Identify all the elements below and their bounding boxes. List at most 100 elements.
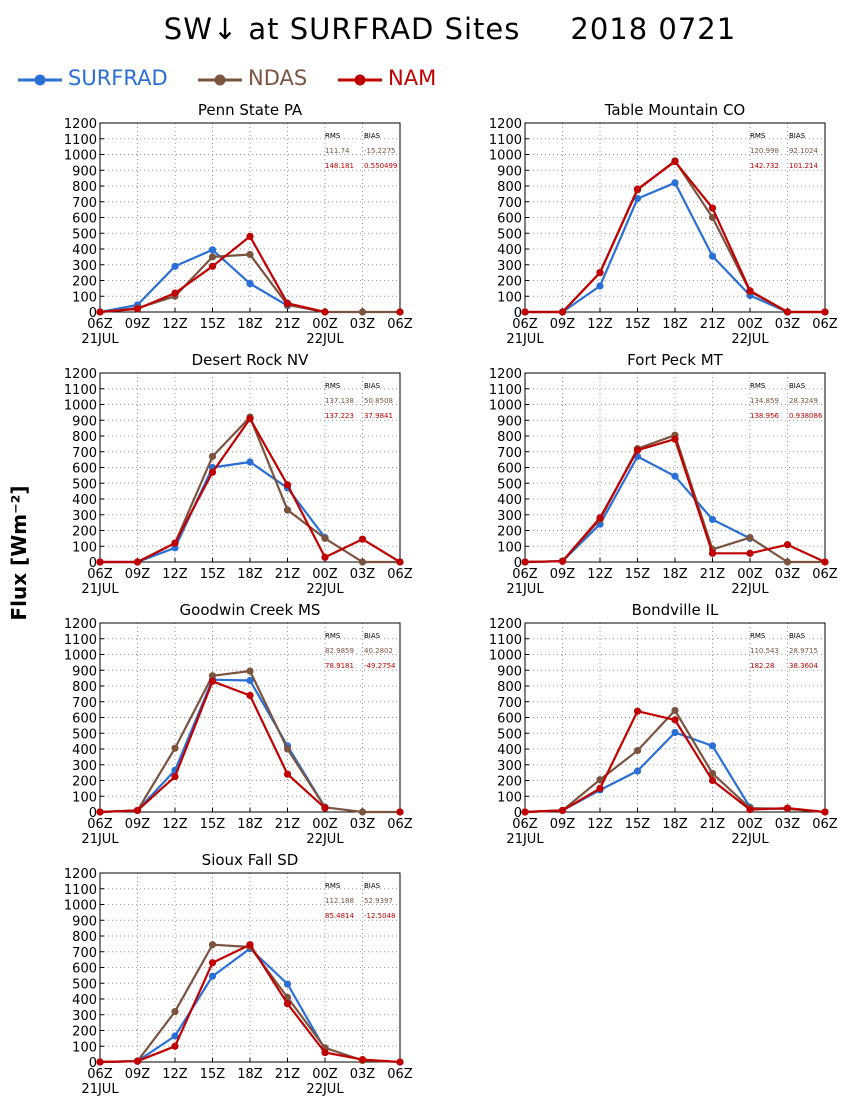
x-tick-label: 03Z [350,317,376,332]
x-tick-label: 06Z [387,317,413,332]
data-point-nam [96,308,104,316]
x-tick-label: 15Z [200,317,226,332]
x-tick-label: 03Z [775,817,801,832]
chart-panel: Sioux Fall SD 010020030040050060070080090… [64,851,413,1097]
data-point-ndas [783,558,792,566]
data-point-ndas [596,776,604,784]
y-tick-label: 300 [72,1009,97,1024]
x-tick-label: 00Z [737,317,763,332]
data-point-nam [558,557,567,565]
data-point-nam [96,558,104,566]
x-date-label: 21JUL [81,1082,119,1097]
y-tick-label: 900 [72,914,97,929]
data-point-nam [283,770,292,778]
y-tick-label: 1000 [64,399,97,414]
x-tick-label: 18Z [237,567,263,582]
data-point-nam [671,716,679,724]
x-tick-label: 12Z [162,817,188,832]
y-tick-label: 0 [89,556,97,571]
x-tick-label: 06Z [87,567,113,582]
stats-nam-bias: -49.2754 [364,662,396,670]
y-tick-label: 100 [497,790,522,805]
data-point-ndas [358,308,367,316]
x-tick-label: 15Z [625,817,651,832]
x-tick-label: 12Z [587,567,613,582]
y-tick-label: 1200 [489,617,522,632]
y-tick-label: 600 [497,212,522,227]
data-point-nam [783,308,792,316]
stats-nam-rms: 85.4814 [325,912,354,920]
data-point-nam [283,1000,292,1008]
stats-nam-bias: 101.214 [789,162,818,170]
x-date-label: 21JUL [81,832,119,847]
data-point-nam [246,941,254,949]
data-point-nam [746,806,754,814]
x-tick-label: 03Z [775,317,801,332]
y-tick-label: 1000 [64,899,97,914]
x-tick-label: 06Z [812,817,838,832]
y-tick-label: 900 [497,164,522,179]
data-point-nam [171,1042,179,1050]
x-tick-label: 09Z [125,567,151,582]
data-point-surfrad [171,1032,179,1040]
data-point-nam [746,287,754,295]
y-tick-label: 400 [497,493,522,508]
stats-ndas-bias: 40.2802 [364,647,393,655]
x-tick-label: 18Z [662,817,688,832]
stats-header-rms: RMS [325,382,341,390]
data-point-surfrad [671,472,679,480]
data-point-nam [96,1058,104,1066]
data-point-ndas [208,452,217,461]
y-tick-label: 400 [72,243,97,258]
x-tick-label: 09Z [550,567,576,582]
x-date-label: 22JUL [306,582,344,597]
stats-ndas-rms: 120.998 [750,147,779,155]
data-point-ndas [746,533,754,542]
data-point-nam [558,308,567,316]
y-tick-label: 700 [72,196,97,211]
stats-ndas-bias: 50.8508 [364,397,393,405]
series-line-surfrad [99,248,289,314]
data-point-nam [133,305,142,313]
chart-title: Sioux Fall SD [202,851,299,869]
x-date-label: 22JUL [731,582,769,597]
legend-label-ndas: NDAS [248,66,308,90]
y-tick-label: 1200 [489,367,522,382]
stats-nam-rms: 142.732 [750,162,779,170]
data-point-surfrad [633,767,642,775]
y-tick-label: 600 [72,462,97,477]
y-tick-label: 100 [497,290,522,305]
data-point-nam [208,468,217,476]
y-tick-label: 800 [72,430,97,445]
stats-ndas-rms: 110.543 [750,647,779,655]
data-point-nam [283,299,292,307]
data-point-surfrad [246,676,254,685]
y-tick-label: 500 [497,727,522,742]
data-point-nam [396,558,404,566]
x-tick-label: 09Z [125,317,151,332]
legend-swatch-nam [338,74,382,86]
y-tick-label: 800 [497,180,522,195]
data-point-nam [671,435,679,443]
x-tick-label: 15Z [625,317,651,332]
y-tick-label: 0 [514,806,522,821]
data-point-ndas [171,744,179,752]
y-tick-label: 800 [497,430,522,445]
y-tick-label: 600 [497,462,522,477]
y-tick-label: 1100 [64,883,97,898]
data-point-surfrad [633,195,642,203]
x-tick-label: 06Z [387,817,413,832]
legend-swatch-ndas [198,74,242,86]
data-point-nam [358,1056,367,1064]
data-point-nam [521,308,529,316]
data-point-ndas [633,746,642,755]
data-point-nam [246,232,254,240]
stats-nam-rms: 148.181 [325,162,354,170]
y-tick-label: 1000 [64,649,97,664]
x-tick-label: 12Z [162,317,188,332]
data-point-nam [96,808,104,816]
data-point-ndas [321,534,329,542]
y-tick-label: 0 [89,1056,97,1071]
data-point-ndas [171,1008,179,1016]
series-line-nam [100,417,401,564]
